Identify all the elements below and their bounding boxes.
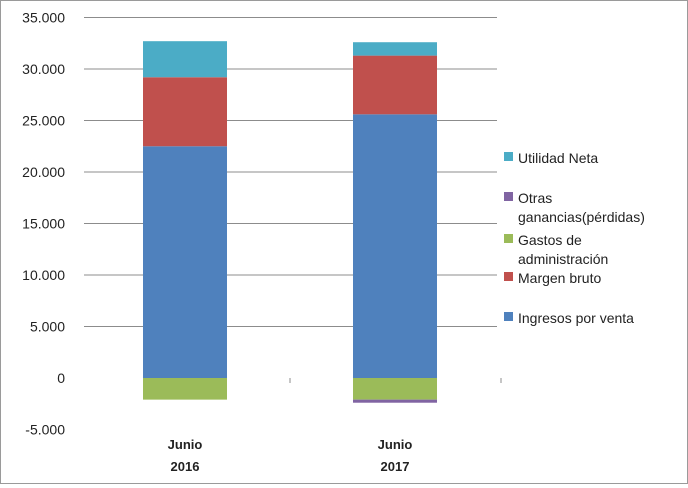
bar-segment <box>353 42 437 56</box>
y-tick-label: 0 <box>57 370 65 386</box>
bar-segment <box>143 41 227 78</box>
bar-segment <box>353 55 437 115</box>
y-tick-label: 15.000 <box>22 216 65 232</box>
bar-segment <box>143 77 227 147</box>
y-tick-label: 25.000 <box>22 113 65 129</box>
legend-label: Ingresos por venta <box>518 310 634 326</box>
y-tick-label: 35.000 <box>22 10 65 26</box>
x-category-label: Junio <box>168 437 203 452</box>
bar-segment <box>353 399 437 403</box>
x-category-label: 2016 <box>171 459 200 474</box>
legend-label: Otras <box>518 190 552 206</box>
x-category-label: Junio <box>378 437 413 452</box>
y-tick-label: 20.000 <box>22 164 65 180</box>
y-tick-label: 5.000 <box>30 319 65 335</box>
legend-label: Utilidad Neta <box>518 150 598 166</box>
legend-label: administración <box>518 251 608 267</box>
bar-segment <box>353 378 437 400</box>
y-tick-label: 30.000 <box>22 61 65 77</box>
x-category-label: 2017 <box>381 459 410 474</box>
legend-label: ganancias(pérdidas) <box>518 209 645 225</box>
legend-swatch <box>504 272 513 281</box>
legend-swatch <box>504 234 513 243</box>
legend-swatch <box>504 192 513 201</box>
legend-label: Gastos de <box>518 232 582 248</box>
bar-segment <box>143 378 227 400</box>
bar-segment <box>353 114 437 378</box>
y-tick-label: -5.000 <box>25 422 65 438</box>
legend-swatch <box>504 152 513 161</box>
bar-segment <box>143 146 227 378</box>
y-tick-label: 10.000 <box>22 267 65 283</box>
legend-label: Margen bruto <box>518 270 601 286</box>
legend-swatch <box>504 312 513 321</box>
